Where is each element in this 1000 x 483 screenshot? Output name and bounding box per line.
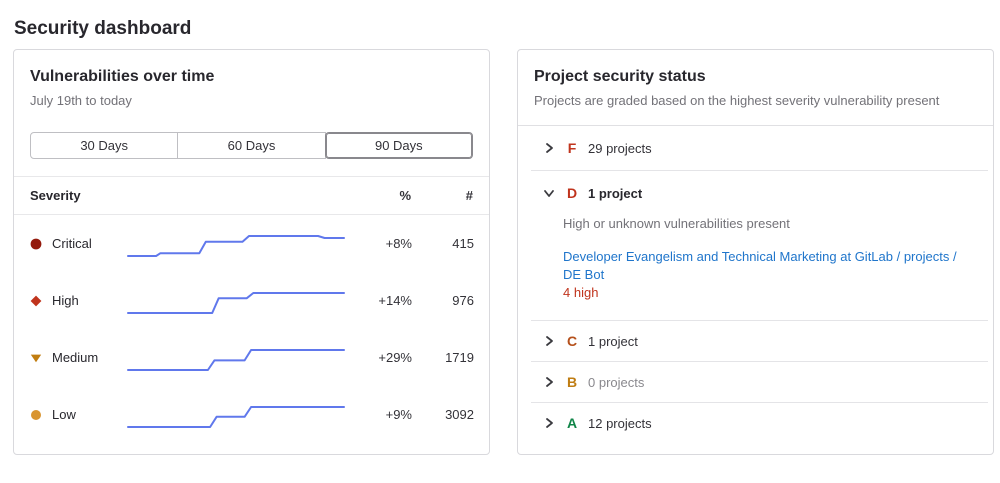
divider (531, 320, 988, 321)
project-security-status-card: Project security status Projects are gra… (517, 49, 994, 455)
severity-high-icon (30, 295, 42, 307)
grade-letter: B (566, 374, 578, 390)
vulnerabilities-card-subtitle: July 19th to today (30, 93, 132, 108)
grade-count: 0 projects (588, 374, 645, 390)
table-row-low: Low +9% 3092 (14, 386, 489, 443)
severity-label: High (52, 293, 79, 308)
divider (531, 361, 988, 362)
severity-medium-icon (30, 352, 42, 364)
grade-d-details: High or unknown vulnerabilities present … (518, 215, 993, 320)
critical-sparkline-chart (127, 234, 345, 257)
grade-row-c: C 1 project (518, 321, 993, 361)
severity-label: Low (52, 407, 76, 422)
status-card-subtitle: Projects are graded based on the highest… (534, 93, 940, 108)
severity-low-icon (30, 409, 42, 421)
severity-trend-table: Severity % # Critical +8% 415 (14, 176, 489, 443)
medium-sparkline-chart (127, 348, 345, 371)
grade-count: 29 projects (588, 140, 652, 156)
grade-letter: A (566, 415, 578, 431)
grade-letter: F (567, 140, 577, 156)
project-link[interactable]: Developer Evangelism and Technical Marke… (563, 249, 957, 282)
chevron-right-icon (542, 141, 556, 155)
page-title: Security dashboard (14, 18, 192, 39)
chevron-down-icon (542, 186, 556, 200)
vulnerability-count-value: 976 (452, 293, 474, 308)
grade-letter: D (566, 185, 578, 201)
percent-change-value: +9% (385, 407, 412, 422)
percent-change-value: +14% (378, 293, 412, 308)
percent-change-value: +29% (378, 350, 412, 365)
grade-row-d: D 1 project High or unknown vulnerabilit… (518, 171, 993, 320)
grade-letter: C (566, 333, 578, 349)
percent-change-value: +8% (385, 236, 412, 251)
time-range-button-group: 30 Days 60 Days 90 Days (30, 132, 473, 159)
grade-b-toggle[interactable]: B 0 projects (518, 362, 993, 402)
vulnerability-count-value: 3092 (445, 407, 474, 422)
grade-d-description: High or unknown vulnerabilities present (563, 216, 790, 231)
grade-f-toggle[interactable]: F 29 projects (518, 126, 993, 170)
grade-count: 1 project (588, 185, 643, 201)
grade-count: 12 projects (588, 415, 652, 431)
status-card-title: Project security status (534, 68, 706, 85)
chevron-right-icon (542, 416, 556, 430)
vulnerability-count-value: 415 (452, 236, 474, 251)
divider (531, 402, 988, 403)
percent-column-header: % (399, 188, 411, 203)
severity-column-header: Severity (30, 188, 81, 203)
grade-row-b: B 0 projects (518, 362, 993, 402)
chevron-right-icon (542, 375, 556, 389)
range-button-30-days[interactable]: 30 Days (30, 132, 179, 159)
severity-label: Medium (52, 350, 99, 365)
grade-row-f: F 29 projects (518, 126, 993, 170)
range-button-90-days[interactable]: 90 Days (324, 132, 473, 159)
dashboard-cards: Vulnerabilities over time July 19th to t… (0, 49, 1000, 455)
grade-c-toggle[interactable]: C 1 project (518, 321, 993, 361)
grade-row-a: A 12 projects (518, 403, 993, 443)
vulnerabilities-card-title: Vulnerabilities over time (30, 68, 215, 85)
severity-label: Critical (52, 236, 92, 251)
severity-critical-icon (30, 238, 42, 250)
vulnerability-count-value: 1719 (445, 350, 474, 365)
chevron-right-icon (542, 334, 556, 348)
table-row-medium: Medium +29% 1719 (14, 329, 489, 386)
high-sparkline-chart (127, 291, 345, 314)
table-row-critical: Critical +8% 415 (14, 215, 489, 272)
grade-count: 1 project (588, 333, 638, 349)
grade-d-toggle[interactable]: D 1 project (518, 171, 993, 215)
count-column-header: # (465, 188, 473, 203)
grade-a-toggle[interactable]: A 12 projects (518, 403, 993, 443)
severity-table-header: Severity % # (14, 176, 489, 215)
low-sparkline-chart (127, 405, 345, 428)
table-row-high: High +14% 976 (14, 272, 489, 329)
range-button-60-days[interactable]: 60 Days (177, 132, 326, 159)
vulnerabilities-over-time-card: Vulnerabilities over time July 19th to t… (13, 49, 490, 455)
finding-count: 4 high (563, 285, 599, 300)
divider (531, 170, 988, 171)
grade-accordion-list: F 29 projects D 1 project High or unknow… (518, 126, 993, 443)
